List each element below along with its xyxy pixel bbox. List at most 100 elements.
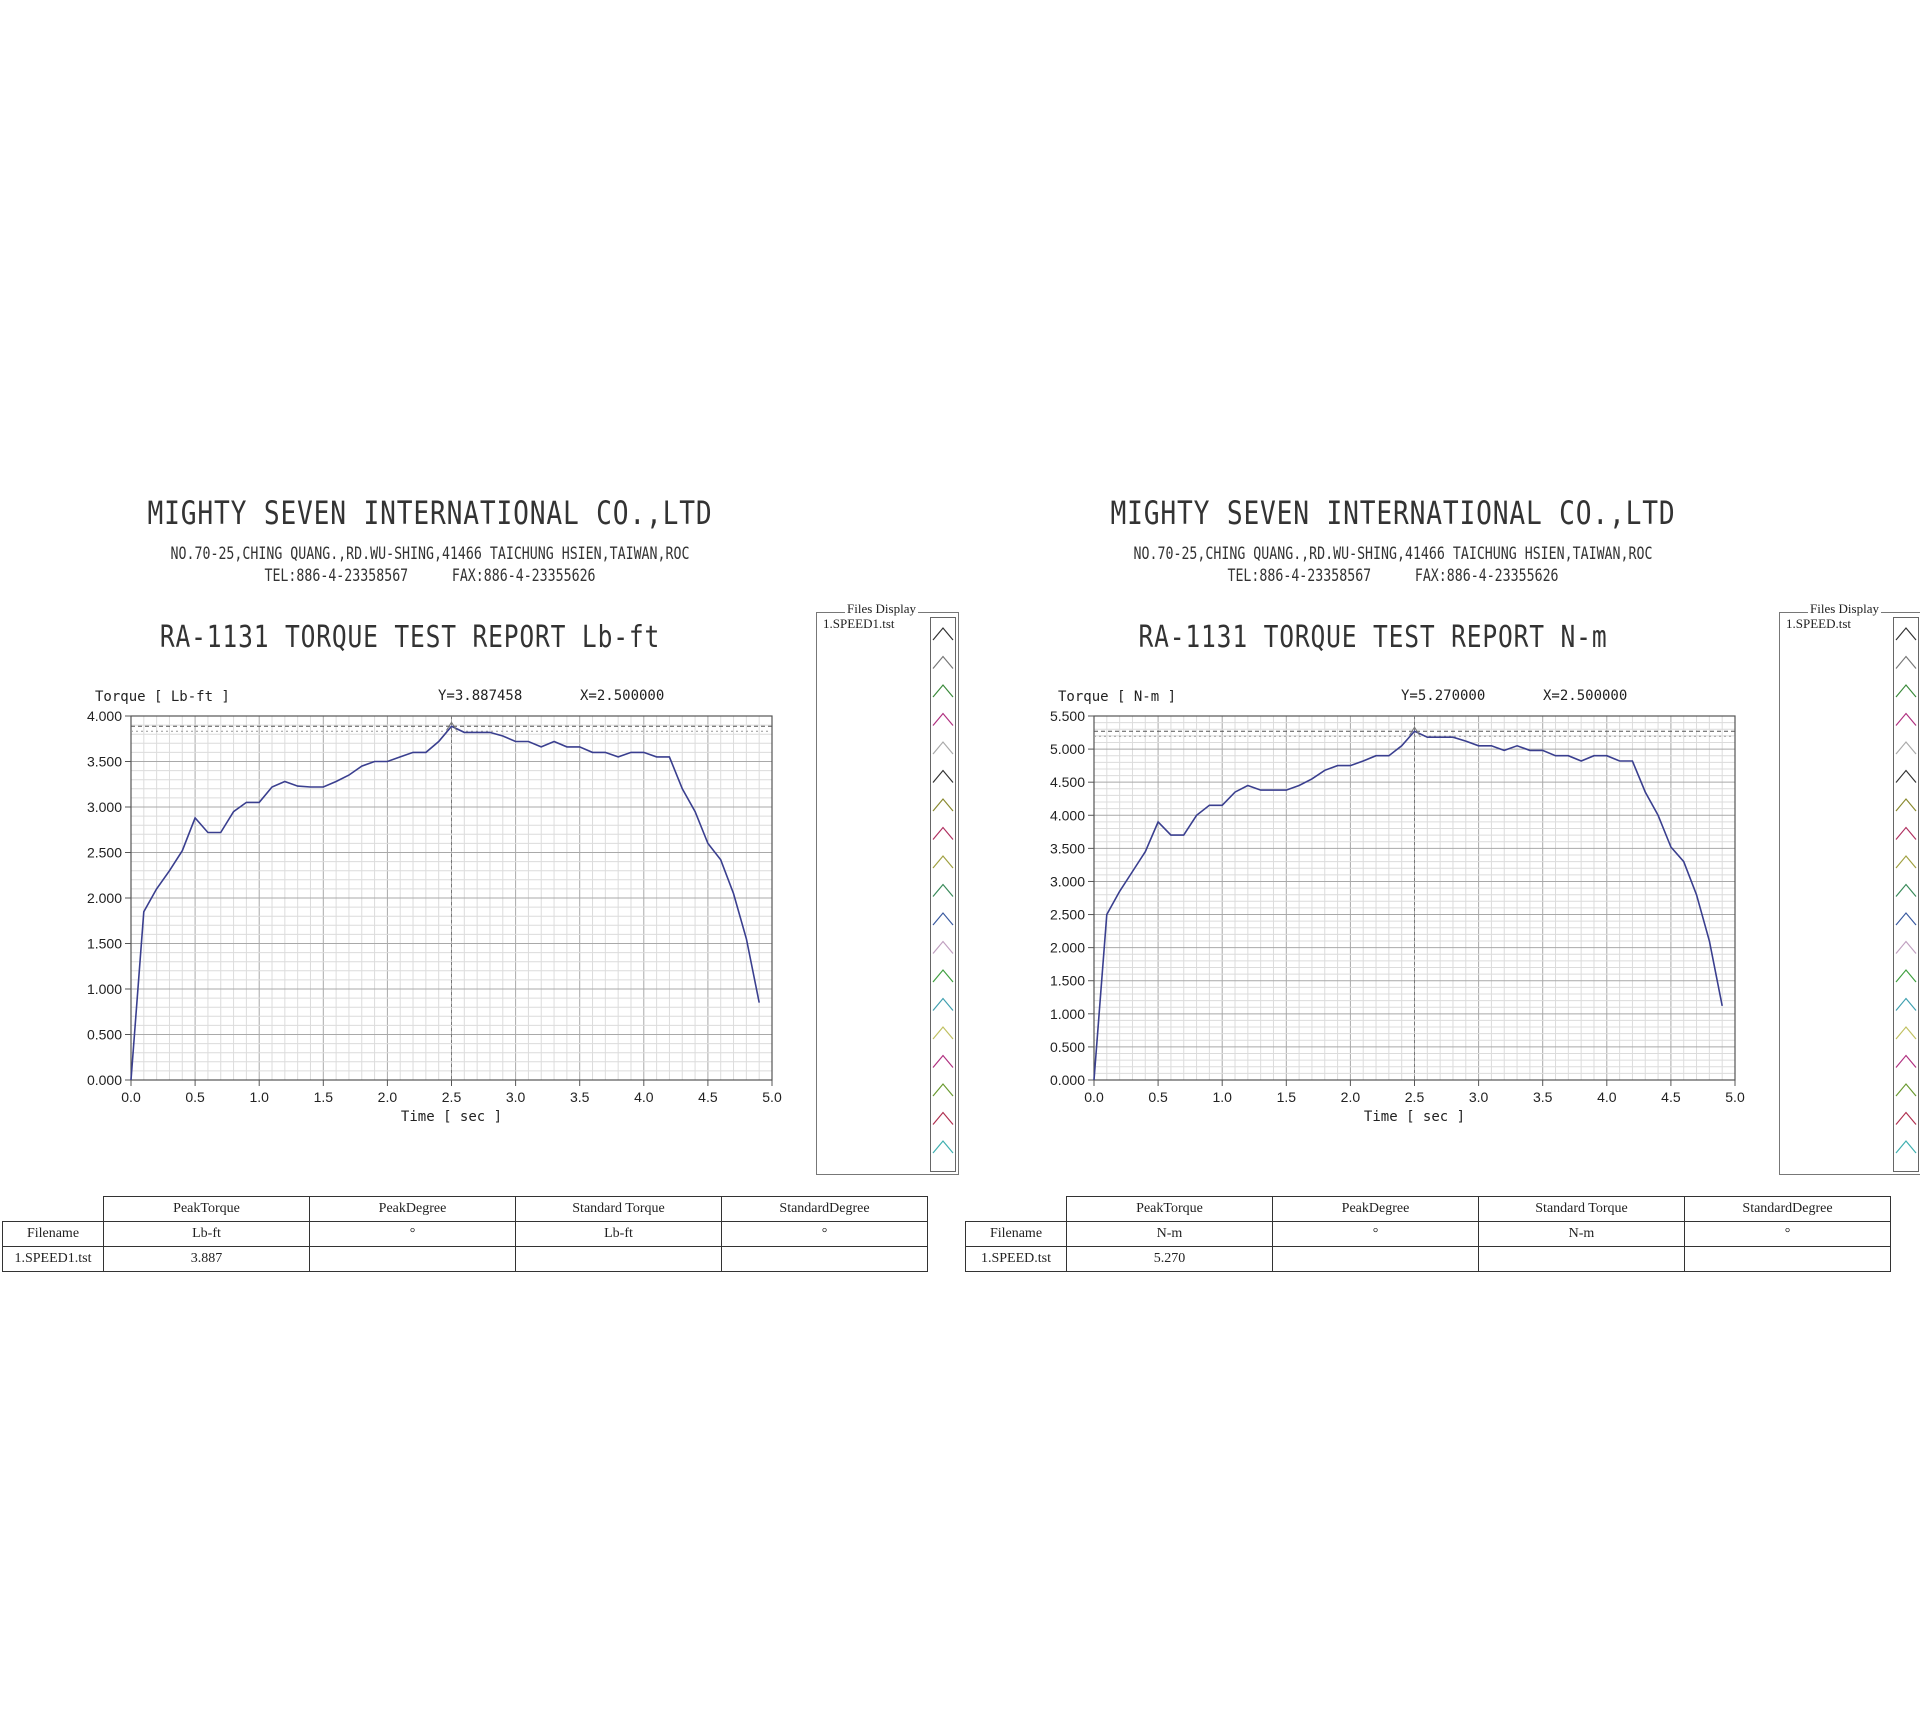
header-peak-degree: PeakDegree <box>309 1196 516 1222</box>
y-tick-label: 3.000 <box>87 799 122 815</box>
file-color-swatch <box>932 912 954 926</box>
file-color-swatch <box>932 855 954 869</box>
torque-chart: 0.0 0.5 1.0 1.5 2.0 2.5 3.0 3.5 4.0 4.5 5.0 0.000 0.… <box>87 688 782 1125</box>
cell-standard-torque <box>1478 1246 1685 1272</box>
file-color-swatch <box>1895 798 1917 812</box>
unit-peak-degree: ° <box>309 1221 516 1247</box>
y-tick-label: 2.500 <box>1050 907 1085 923</box>
header-standard-torque: Standard Torque <box>515 1196 722 1222</box>
company-tel: TEL:886-4-23358567 <box>264 566 409 586</box>
cell-peak-torque: 3.887 <box>103 1246 310 1272</box>
header-standard-torque: Standard Torque <box>1478 1196 1685 1222</box>
files-display-item[interactable]: 1.SPEED1.tst <box>823 616 895 631</box>
file-color-swatch <box>1895 997 1917 1011</box>
file-color-swatch <box>1895 627 1917 641</box>
table-row: 1.SPEED1.tst 3.887 <box>2 1246 928 1272</box>
y-tick-label: 2.000 <box>1050 940 1085 956</box>
cursor-y-readout: Y=5.270000 <box>1401 688 1485 704</box>
files-display-panel: Files Display 1.SPEED.tst <box>1779 601 1920 1175</box>
table-row: 1.SPEED.tst 5.270 <box>965 1246 1891 1272</box>
header-filename: Filename <box>2 1221 104 1247</box>
y-tick-label: 2.000 <box>87 890 122 906</box>
cursor-y-readout: Y=3.887458 <box>438 688 522 704</box>
unit-standard-torque: Lb-ft <box>515 1221 722 1247</box>
corner-cell <box>2 1196 104 1222</box>
file-color-swatch <box>932 1140 954 1154</box>
cell-standard-torque <box>515 1246 722 1272</box>
y-tick-label: 1.000 <box>87 981 122 997</box>
x-tick-label: 1.0 <box>1212 1089 1232 1105</box>
file-color-swatch <box>932 997 954 1011</box>
header-peak-torque: PeakTorque <box>103 1196 310 1222</box>
y-tick-label: 4.500 <box>1050 774 1085 790</box>
torque-series-line <box>130 725 760 1081</box>
x-tick-label: 0.0 <box>121 1089 141 1105</box>
x-tick-label: 4.0 <box>1597 1089 1617 1105</box>
x-tick-label: 2.0 <box>1341 1089 1361 1105</box>
cell-standard-degree <box>721 1246 928 1272</box>
company-address: NO.70-25,CHING QUANG.,RD.WU-SHING,41466 … <box>170 544 690 564</box>
torque-series-line <box>1093 730 1723 1081</box>
file-color-swatch <box>1895 855 1917 869</box>
file-color-swatch <box>932 655 954 669</box>
company-tel: TEL:886-4-23358567 <box>1227 566 1372 586</box>
y-tick-label: 3.000 <box>1050 873 1085 889</box>
x-tick-label: 0.5 <box>185 1089 205 1105</box>
cell-filename: 1.SPEED.tst <box>965 1246 1067 1272</box>
cursor-x-readout: X=2.500000 <box>1543 688 1627 704</box>
report-lbft: MIGHTY SEVEN INTERNATIONAL CO.,LTD NO.70… <box>2 494 959 1272</box>
peak-marker <box>446 721 457 731</box>
file-color-swatch <box>1895 883 1917 897</box>
file-color-strip <box>1893 617 1919 1172</box>
header-peak-torque: PeakTorque <box>1066 1196 1273 1222</box>
corner-cell <box>965 1196 1067 1222</box>
x-tick-label: 3.5 <box>1533 1089 1553 1105</box>
x-axis-label: Time [ sec ] <box>401 1109 502 1125</box>
y-tick-label: 5.000 <box>1050 741 1085 757</box>
y-tick-label: 3.500 <box>1050 840 1085 856</box>
y-tick-label: 5.500 <box>1050 708 1085 724</box>
file-color-swatch <box>932 1111 954 1125</box>
file-color-swatch <box>1895 940 1917 954</box>
file-color-swatch <box>1895 826 1917 840</box>
files-display-title: Files Display <box>845 601 918 617</box>
x-tick-label: 2.5 <box>442 1089 462 1105</box>
cell-standard-degree <box>1684 1246 1891 1272</box>
x-tick-label: 3.0 <box>506 1089 526 1105</box>
unit-standard-torque: N-m <box>1478 1221 1685 1247</box>
color-swatch-list <box>932 627 954 1154</box>
file-color-swatch <box>932 712 954 726</box>
file-color-swatch <box>932 741 954 755</box>
files-display-item[interactable]: 1.SPEED.tst <box>1786 616 1852 631</box>
company-name: MIGHTY SEVEN INTERNATIONAL CO.,LTD <box>147 494 713 532</box>
x-axis-label: Time [ sec ] <box>1364 1109 1465 1125</box>
header-filename: Filename <box>965 1221 1067 1247</box>
file-color-swatch <box>1895 655 1917 669</box>
y-tick-label: 2.500 <box>87 845 122 861</box>
file-color-swatch <box>1895 1054 1917 1068</box>
x-tick-label: 0.5 <box>1148 1089 1168 1105</box>
x-tick-label: 1.0 <box>249 1089 269 1105</box>
y-tick-label: 0.500 <box>1050 1039 1085 1055</box>
company-contacts: TEL:886-4-23358567 FAX:886-4-23355626 <box>95 566 766 586</box>
file-color-swatch <box>932 798 954 812</box>
file-color-swatch <box>932 940 954 954</box>
x-tick-label: 5.0 <box>762 1089 782 1105</box>
x-tick-label: 0.0 <box>1084 1089 1104 1105</box>
x-tick-label: 3.0 <box>1469 1089 1489 1105</box>
y-tick-label: 3.500 <box>87 754 122 770</box>
file-color-swatch <box>932 1054 954 1068</box>
color-swatch-list <box>1895 627 1917 1154</box>
cell-peak-torque: 5.270 <box>1066 1246 1273 1272</box>
y-tick-label: 4.000 <box>1050 807 1085 823</box>
x-tick-label: 4.5 <box>1661 1089 1681 1105</box>
file-color-swatch <box>932 684 954 698</box>
y-axis-label: Torque [ N-m ] <box>1058 689 1176 705</box>
company-contacts: TEL:886-4-23358567 FAX:886-4-23355626 <box>1058 566 1729 586</box>
file-color-swatch <box>1895 741 1917 755</box>
y-tick-label: 0.500 <box>87 1027 122 1043</box>
results-table: PeakTorque PeakDegree Standard Torque St… <box>2 1196 928 1272</box>
company-fax: FAX:886-4-23355626 <box>1414 566 1559 586</box>
x-tick-label: 2.5 <box>1405 1089 1425 1105</box>
cursor-x-readout: X=2.500000 <box>580 688 664 704</box>
